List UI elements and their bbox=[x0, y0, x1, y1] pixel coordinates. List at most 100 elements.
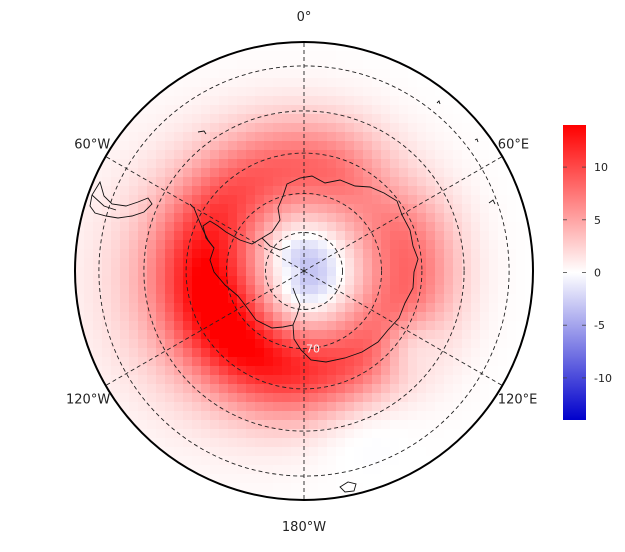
field-cell bbox=[93, 204, 103, 214]
field-cell bbox=[498, 195, 508, 205]
antarctica-coastline bbox=[202, 175, 419, 363]
field-cell bbox=[282, 312, 292, 322]
field-cell bbox=[444, 312, 454, 322]
field-cell bbox=[228, 393, 238, 403]
field-cell bbox=[408, 348, 418, 358]
field-cell bbox=[201, 240, 211, 250]
field-cell bbox=[237, 402, 247, 412]
field-cell bbox=[291, 294, 301, 304]
field-cell bbox=[453, 294, 463, 304]
field-cell bbox=[291, 132, 301, 142]
field-cell bbox=[183, 357, 193, 367]
field-cell bbox=[282, 114, 292, 124]
field-cell bbox=[507, 294, 517, 304]
field-cell bbox=[489, 366, 499, 376]
field-cell bbox=[192, 312, 202, 322]
field-cell bbox=[480, 420, 490, 430]
field-cell bbox=[354, 357, 364, 367]
field-cell bbox=[435, 141, 445, 151]
field-cell bbox=[363, 321, 373, 331]
field-cell bbox=[417, 411, 427, 421]
field-cell bbox=[309, 132, 319, 142]
field-cell bbox=[372, 60, 382, 70]
field-cell bbox=[399, 105, 409, 115]
field-cell bbox=[417, 240, 427, 250]
field-cell bbox=[435, 177, 445, 187]
field-cell bbox=[147, 168, 157, 178]
field-cell bbox=[345, 96, 355, 106]
field-cell bbox=[138, 141, 148, 151]
field-cell bbox=[354, 294, 364, 304]
field-cell bbox=[516, 321, 526, 331]
field-cell bbox=[318, 456, 328, 466]
field-cell bbox=[237, 465, 247, 475]
field-cell bbox=[75, 267, 85, 277]
field-cell bbox=[291, 69, 301, 79]
field-cell bbox=[300, 141, 310, 151]
field-cell bbox=[93, 240, 103, 250]
field-cell bbox=[471, 150, 481, 160]
field-cell bbox=[453, 132, 463, 142]
field-cell bbox=[354, 303, 364, 313]
field-cell bbox=[354, 87, 364, 97]
field-cell bbox=[111, 258, 121, 268]
field-cell bbox=[264, 465, 274, 475]
field-cell bbox=[309, 249, 319, 259]
field-cell bbox=[471, 393, 481, 403]
field-cell bbox=[246, 447, 256, 457]
field-cell bbox=[354, 222, 364, 232]
field-cell bbox=[165, 177, 175, 187]
field-cell bbox=[246, 69, 256, 79]
field-cell bbox=[291, 483, 301, 493]
field-cell bbox=[183, 204, 193, 214]
kerguelen-island bbox=[488, 199, 496, 205]
field-cell bbox=[291, 240, 301, 250]
field-cell bbox=[363, 51, 373, 61]
field-cell bbox=[246, 258, 256, 268]
field-cell bbox=[246, 429, 256, 439]
field-cell bbox=[264, 375, 274, 385]
field-cell bbox=[219, 258, 229, 268]
field-cell bbox=[471, 195, 481, 205]
field-cell bbox=[282, 411, 292, 421]
field-cell bbox=[462, 96, 472, 106]
field-cell bbox=[93, 276, 103, 286]
field-cell bbox=[399, 87, 409, 97]
field-cell bbox=[174, 393, 184, 403]
field-cell bbox=[453, 321, 463, 331]
field-cell bbox=[390, 168, 400, 178]
field-cell bbox=[345, 285, 355, 295]
field-cell bbox=[345, 249, 355, 259]
field-cell bbox=[147, 177, 157, 187]
field-cell bbox=[408, 366, 418, 376]
field-cell bbox=[462, 348, 472, 358]
field-cell bbox=[192, 402, 202, 412]
field-cell bbox=[192, 303, 202, 313]
field-cell bbox=[156, 393, 166, 403]
field-cell bbox=[390, 204, 400, 214]
field-cell bbox=[210, 78, 220, 88]
field-cell bbox=[156, 258, 166, 268]
field-cell bbox=[165, 231, 175, 241]
field-cell bbox=[93, 258, 103, 268]
field-cell bbox=[372, 96, 382, 106]
field-cell bbox=[120, 375, 130, 385]
field-cell bbox=[228, 366, 238, 376]
field-cell bbox=[471, 339, 481, 349]
field-cell bbox=[345, 321, 355, 331]
field-cell bbox=[201, 96, 211, 106]
field-cell bbox=[102, 267, 112, 277]
field-cell bbox=[201, 177, 211, 187]
field-cell bbox=[264, 357, 274, 367]
field-cell bbox=[354, 366, 364, 376]
field-cell bbox=[480, 339, 490, 349]
field-cell bbox=[372, 258, 382, 268]
field-cell bbox=[489, 204, 499, 214]
field-cell bbox=[120, 348, 130, 358]
field-cell bbox=[444, 150, 454, 160]
longitude-label: 60°E bbox=[498, 138, 529, 153]
field-cell bbox=[363, 357, 373, 367]
field-cell bbox=[75, 240, 85, 250]
